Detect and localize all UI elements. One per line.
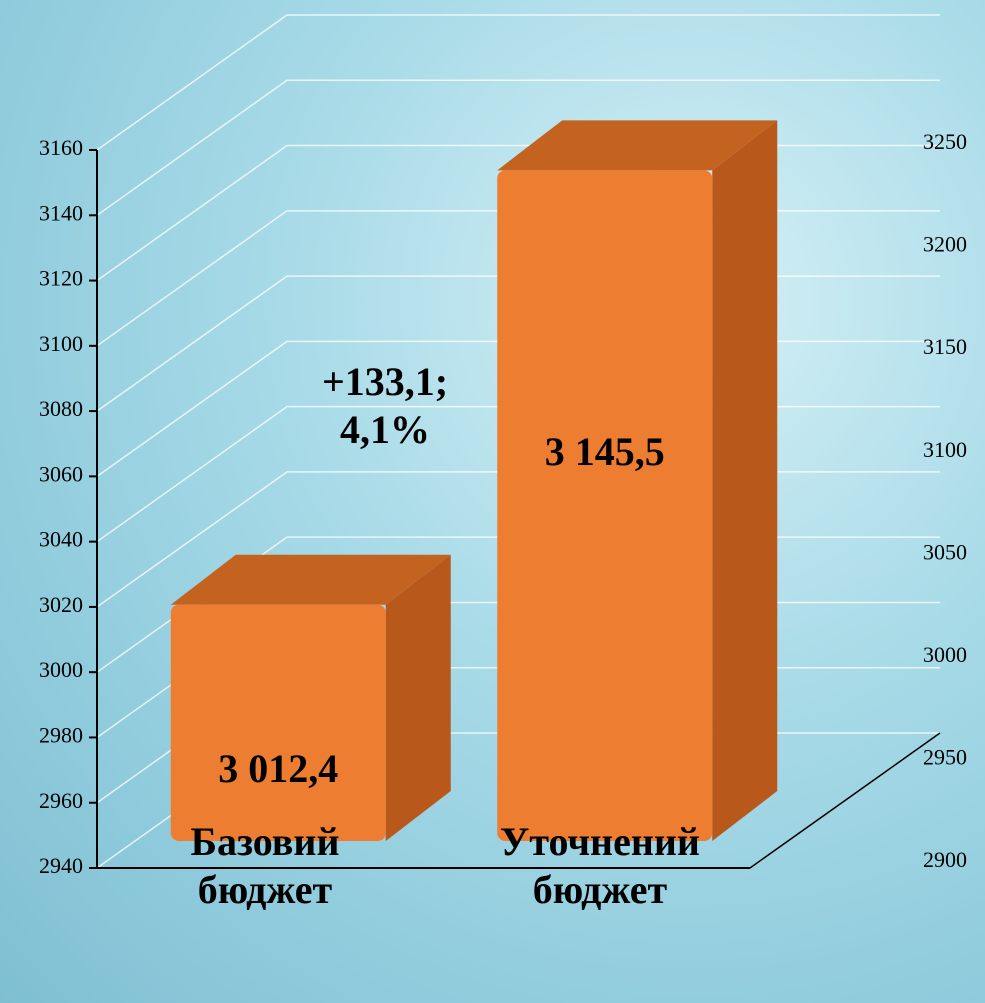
bar <box>170 604 386 841</box>
y-tick-label: 3020 <box>39 592 83 617</box>
y-tick-label: 3040 <box>39 527 83 552</box>
y-tick-label: 3100 <box>39 331 83 356</box>
y2-tick-label: 3000 <box>923 642 967 667</box>
y-tick-label: 3140 <box>39 200 83 225</box>
y-tick-label: 3160 <box>39 135 83 160</box>
y-tick-label: 2960 <box>39 788 83 813</box>
grid-line <box>96 14 940 151</box>
bar-side <box>712 120 778 841</box>
y2-tick-label: 3250 <box>923 129 967 154</box>
y2-tick-label: 2950 <box>923 744 967 769</box>
y2-tick-label: 3200 <box>923 232 967 257</box>
bar-top <box>497 120 778 171</box>
y-tick-label: 3000 <box>39 657 83 682</box>
y-tick-label: 2940 <box>39 853 83 878</box>
bar <box>497 170 713 841</box>
category-label: Базовий бюджет <box>190 819 340 912</box>
bar-top <box>170 554 451 605</box>
y2-tick-label: 3150 <box>923 334 967 359</box>
annotation: +133,1; 4,1% <box>321 359 449 452</box>
y-tick-label: 3120 <box>39 266 83 291</box>
y2-tick-label: 2900 <box>923 847 967 872</box>
y-tick-label: 2980 <box>39 723 83 748</box>
value-label: 3 145,5 <box>545 429 665 474</box>
bar-side <box>385 554 451 841</box>
grid-line <box>96 79 940 216</box>
value-label: 3 012,4 <box>218 746 338 791</box>
floor-edge <box>749 732 941 869</box>
y-tick-label: 3060 <box>39 461 83 486</box>
y-tick-label: 3080 <box>39 396 83 421</box>
category-label: Уточнений бюджет <box>500 819 700 912</box>
y2-tick-label: 3050 <box>923 539 967 564</box>
y2-tick-label: 3100 <box>923 437 967 462</box>
